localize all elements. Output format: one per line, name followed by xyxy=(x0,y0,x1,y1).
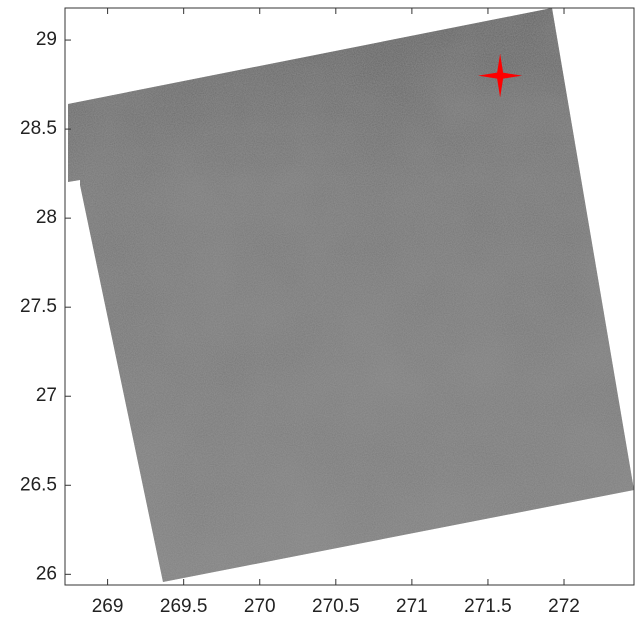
y-tick-label: 28.5 xyxy=(20,118,57,139)
x-tick-label: 270 xyxy=(244,596,276,617)
y-tick-label: 27.5 xyxy=(20,296,57,317)
x-tick-label: 271 xyxy=(396,596,428,617)
axes: 269 269.5 270 270.5 271 271.5 272 26 26.5 27 27.5 2… xyxy=(20,8,580,617)
y-tick-label: 26.5 xyxy=(20,474,57,495)
y-tick-label: 28 xyxy=(36,207,57,228)
x-tick-label: 269 xyxy=(92,596,124,617)
x-tick-label: 271.5 xyxy=(464,596,512,617)
axes-box xyxy=(64,7,635,586)
y-tick-label: 27 xyxy=(36,385,57,406)
marker xyxy=(478,53,523,98)
x-tick-label: 270.5 xyxy=(312,596,360,617)
x-tick-label: 269.5 xyxy=(160,596,208,617)
y-tick-label: 26 xyxy=(36,563,57,584)
sar-image xyxy=(68,8,634,582)
x-tick-label: 272 xyxy=(548,596,580,617)
y-tick-label: 29 xyxy=(36,29,57,50)
